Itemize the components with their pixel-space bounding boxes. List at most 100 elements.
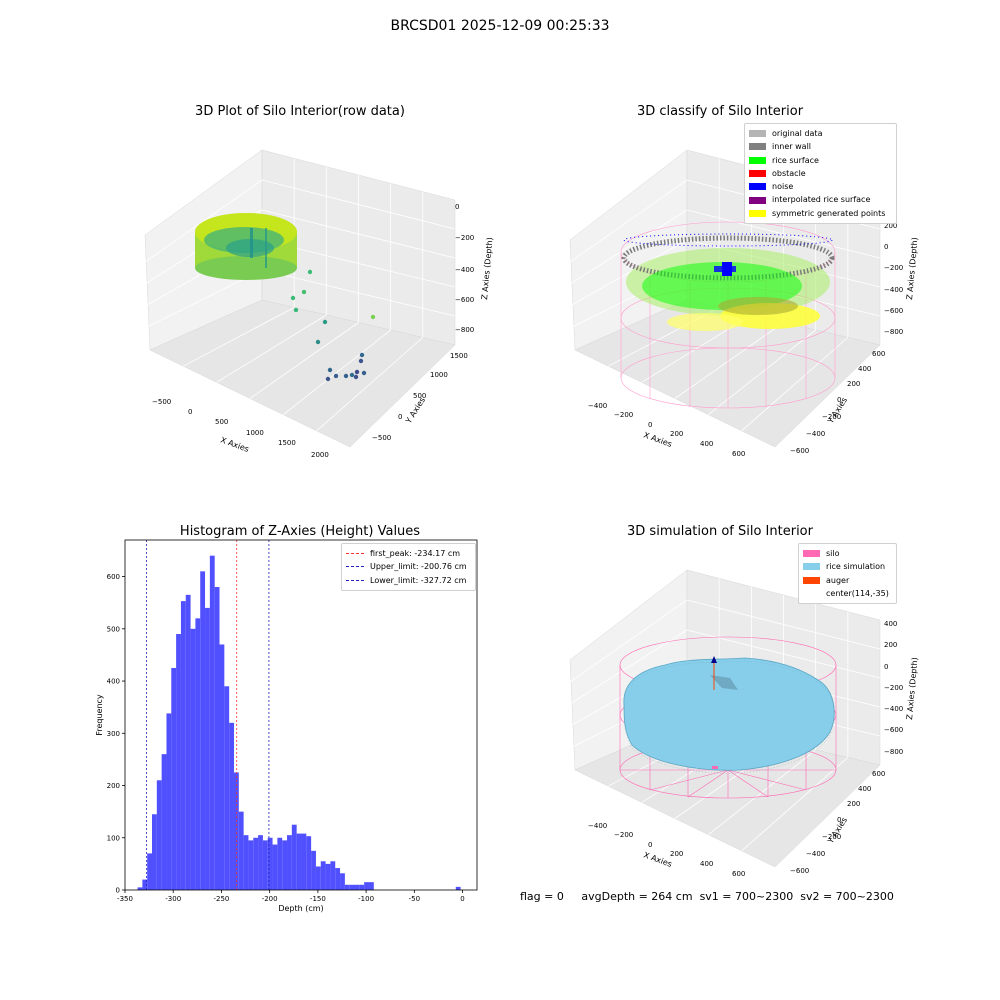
- histogram-bar: [315, 866, 321, 890]
- legend-label: interpolated rice surface: [772, 195, 871, 205]
- panel1-z-tick: 0: [455, 203, 459, 211]
- histogram-x-label: Depth (cm): [278, 904, 323, 913]
- sv1-text: sv1 = 700~2300: [699, 890, 794, 903]
- panel1-z-tick: −800: [455, 326, 474, 334]
- panel1-y-tick: 1500: [450, 352, 468, 360]
- histogram-bar: [277, 837, 283, 890]
- legend-swatch: [749, 209, 766, 217]
- x-tick-label: -250: [213, 895, 229, 903]
- legend-entry: rice simulation: [803, 560, 892, 573]
- histogram-bar: [200, 571, 206, 890]
- panel1-x-label: X Axies: [219, 435, 250, 454]
- panel4-y-tick: 400: [858, 785, 871, 793]
- panel4-x-tick: 0: [648, 841, 652, 849]
- y-tick-label: 100: [107, 834, 120, 842]
- y-tick-label: 400: [107, 678, 120, 686]
- legend-swatch: [346, 566, 364, 568]
- scatter-point: [361, 370, 367, 376]
- panel2-y-tick: 400: [858, 365, 871, 373]
- panel2-y-tick: 0: [837, 396, 841, 404]
- histogram-bar: [262, 840, 268, 890]
- legend-swatch: [749, 170, 766, 178]
- histogram-bar: [349, 884, 355, 890]
- histogram-bar: [272, 844, 278, 890]
- panel1-x-tick: 1000: [246, 429, 264, 437]
- panel2-y-tick: −400: [806, 430, 825, 438]
- legend-label: auger: [826, 575, 850, 585]
- histogram-bar: [359, 884, 365, 890]
- panel2-z-tick: −600: [884, 307, 903, 315]
- panel3-histogram: -350 -300 -250 -200 -150 -100 -50 0 0 100 200 300 4…: [95, 539, 478, 913]
- scatter-point: [359, 352, 365, 358]
- histogram-bar: [171, 667, 177, 890]
- figure-title: BRCSD01 2025-12-09 00:25:33: [390, 18, 610, 34]
- panel1-y-label: Y Axies: [404, 396, 428, 426]
- legend-label: center(114,-35): [826, 588, 889, 598]
- histogram-bar: [306, 836, 312, 890]
- histogram-bar: [258, 835, 263, 890]
- panel2-x-label: X Axies: [642, 430, 673, 449]
- legend-swatch: [803, 550, 820, 558]
- histogram-bar: [267, 837, 273, 890]
- panel3-title: Histogram of Z-Axies (Height) Values: [179, 524, 421, 539]
- scatter-point: [325, 376, 331, 382]
- legend-swatch: [749, 183, 766, 191]
- panel4-y-tick: 0: [837, 816, 841, 824]
- panel4-z-tick: 200: [884, 641, 897, 649]
- panel4-z-label: Z Axies (Depth): [905, 657, 919, 720]
- scatter-point: [358, 358, 364, 364]
- histogram-bar: [248, 840, 254, 890]
- legend-swatch: [346, 579, 364, 581]
- histogram-bar: [253, 837, 259, 890]
- legend-entry: original data: [749, 127, 892, 140]
- legend-entry: symmetric generated points: [749, 207, 892, 220]
- y-tick-label: 200: [107, 782, 120, 790]
- panel2-x-tick: 400: [700, 440, 713, 448]
- panel4-x-tick: −200: [614, 831, 633, 839]
- panel4-x-tick: 400: [700, 860, 713, 868]
- histogram-bar: [166, 713, 172, 890]
- histogram-bar: [147, 853, 153, 890]
- y-tick-label: 600: [107, 573, 120, 581]
- histogram-bar: [455, 886, 461, 890]
- histogram-bar: [224, 686, 230, 890]
- histogram-bar: [354, 884, 360, 890]
- legend-label: silo: [826, 549, 840, 558]
- histogram-legend: first_peak: -234.17 cm Upper_limit: -200.…: [341, 543, 476, 591]
- panel2-z-tick: 200: [884, 222, 897, 230]
- legend-swatch: [803, 590, 820, 597]
- scatter-point: [315, 339, 321, 345]
- panel1-x-tick: 500: [215, 418, 228, 426]
- panel4-auger: [711, 656, 718, 769]
- x-tick-label: -300: [165, 895, 181, 903]
- histogram-y-label: Frequency: [95, 694, 104, 736]
- panel1-z-tick: −200: [455, 234, 474, 242]
- x-tick-label: -100: [358, 895, 374, 903]
- histogram-bar: [185, 594, 191, 890]
- legend-entry: center(114,-35): [803, 587, 892, 600]
- histogram-bar: [330, 861, 336, 890]
- panel2-z-tick: −200: [884, 264, 903, 272]
- panel1-cylinder: [195, 213, 297, 280]
- panel4-z-tick: 0: [884, 663, 888, 671]
- panel2-x-tick: 600: [732, 450, 745, 458]
- histogram-bar: [238, 811, 244, 890]
- y-tick-label: 0: [116, 887, 120, 895]
- histogram-bar: [368, 882, 374, 890]
- legend-swatch: [803, 563, 820, 571]
- legend-label: noise: [772, 182, 794, 192]
- panel4-y-tick: 600: [872, 770, 885, 778]
- legend-entry: obstacle: [749, 167, 892, 180]
- panel2-x-tick: −400: [588, 402, 607, 410]
- panel4-y-tick: −400: [806, 850, 825, 858]
- panel2-z-tick: 0: [884, 243, 888, 251]
- y-tick-label: 300: [107, 730, 120, 738]
- histogram-bar: [320, 861, 326, 890]
- panel1-title: 3D Plot of Silo Interior(row data): [195, 104, 405, 119]
- panel4-y-tick: 200: [847, 800, 860, 808]
- histogram-bar: [296, 833, 302, 890]
- scatter-point: [327, 367, 333, 373]
- legend-label: inner wall: [772, 142, 812, 152]
- panel2-y-tick: −200: [822, 413, 841, 421]
- legend-label: symmetric generated points: [772, 208, 886, 218]
